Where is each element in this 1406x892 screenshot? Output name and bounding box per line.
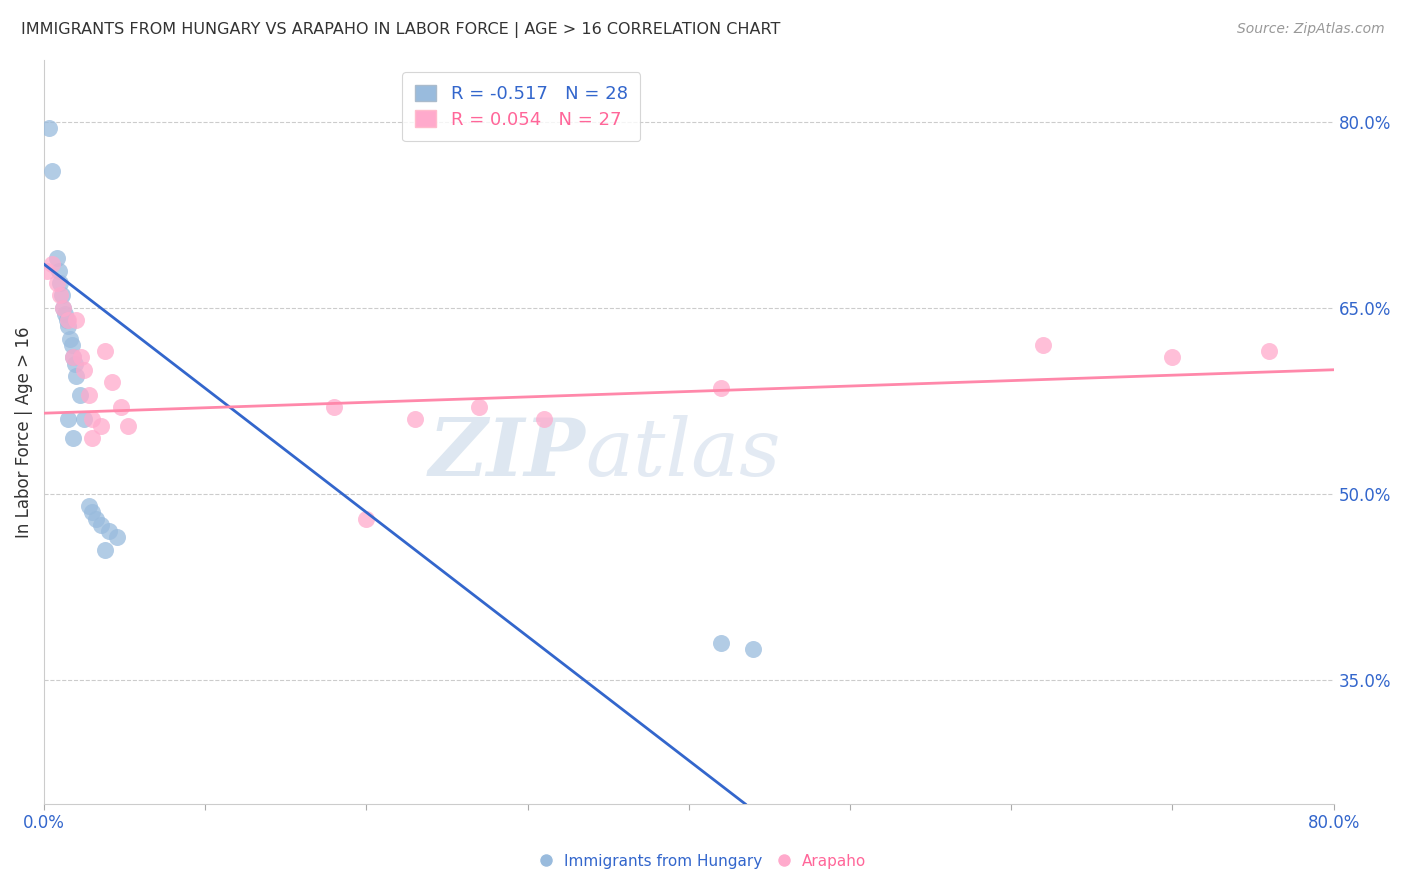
Point bbox=[37, 263, 59, 277]
Point bbox=[38, 120, 60, 135]
Point bbox=[97, 524, 120, 538]
Point bbox=[52, 301, 75, 315]
Point bbox=[58, 319, 80, 334]
Text: atlas: atlas bbox=[586, 416, 782, 493]
Point bbox=[82, 505, 104, 519]
Legend: R = -0.517   N = 28, R = 0.054   N = 27: R = -0.517 N = 28, R = 0.054 N = 27 bbox=[402, 72, 640, 141]
Point bbox=[73, 363, 96, 377]
Point bbox=[65, 313, 87, 327]
Point bbox=[533, 412, 555, 426]
Point bbox=[323, 400, 346, 414]
Point bbox=[59, 332, 82, 346]
Point bbox=[94, 542, 117, 557]
Point bbox=[105, 530, 128, 544]
Point bbox=[70, 351, 93, 365]
Point bbox=[89, 418, 111, 433]
Point bbox=[65, 368, 87, 383]
Point bbox=[58, 313, 80, 327]
Point bbox=[1161, 351, 1184, 365]
Point bbox=[49, 288, 72, 302]
Point bbox=[49, 276, 72, 290]
Point bbox=[94, 344, 117, 359]
Text: Source: ZipAtlas.com: Source: ZipAtlas.com bbox=[1237, 22, 1385, 37]
Point bbox=[62, 351, 84, 365]
Point bbox=[77, 500, 100, 514]
Point bbox=[55, 313, 77, 327]
Point bbox=[48, 263, 70, 277]
Legend: Immigrants from Hungary, Arapaho: Immigrants from Hungary, Arapaho bbox=[533, 848, 873, 875]
Point bbox=[1032, 338, 1054, 352]
Point bbox=[51, 288, 73, 302]
Point bbox=[46, 251, 69, 265]
Point bbox=[356, 511, 378, 525]
Point bbox=[82, 431, 104, 445]
Point bbox=[110, 400, 132, 414]
Point bbox=[77, 387, 100, 401]
Text: IMMIGRANTS FROM HUNGARY VS ARAPAHO IN LABOR FORCE | AGE > 16 CORRELATION CHART: IMMIGRANTS FROM HUNGARY VS ARAPAHO IN LA… bbox=[21, 22, 780, 38]
Point bbox=[742, 641, 765, 656]
Point bbox=[46, 276, 69, 290]
Point bbox=[101, 375, 124, 389]
Point bbox=[710, 381, 733, 395]
Point bbox=[69, 387, 91, 401]
Point bbox=[1258, 344, 1281, 359]
Point bbox=[710, 636, 733, 650]
Point bbox=[41, 164, 63, 178]
Point bbox=[52, 301, 75, 315]
Point bbox=[117, 418, 139, 433]
Point bbox=[84, 511, 107, 525]
Point bbox=[73, 412, 96, 426]
Point bbox=[41, 257, 63, 271]
Point bbox=[404, 412, 426, 426]
Point bbox=[82, 412, 104, 426]
Point bbox=[62, 431, 84, 445]
Text: ZIP: ZIP bbox=[429, 416, 586, 493]
Point bbox=[468, 400, 491, 414]
Point bbox=[62, 351, 84, 365]
Point bbox=[60, 338, 83, 352]
Point bbox=[58, 412, 80, 426]
Point bbox=[53, 307, 76, 321]
Point bbox=[89, 517, 111, 532]
Y-axis label: In Labor Force | Age > 16: In Labor Force | Age > 16 bbox=[15, 326, 32, 538]
Point bbox=[63, 357, 86, 371]
